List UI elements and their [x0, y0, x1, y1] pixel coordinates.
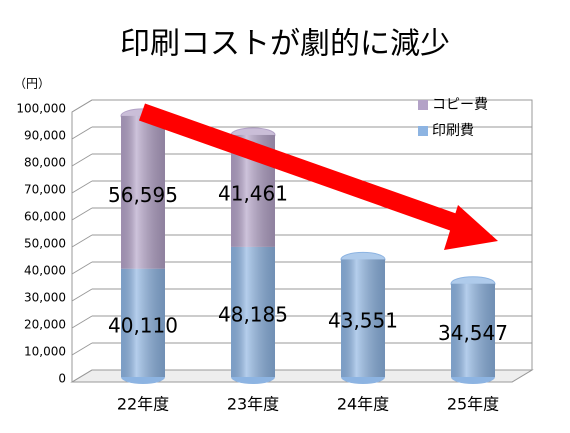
bar-shine [121, 268, 165, 377]
grid-line [71, 288, 93, 302]
x-tick-label: 22年度 [117, 395, 169, 414]
y-tick-label: 90,000 [24, 129, 66, 143]
y-tick-label: 20,000 [24, 318, 66, 332]
bar-shine [121, 115, 165, 269]
arrow-shaft [138, 103, 474, 237]
value-label: 56,595 [108, 183, 178, 207]
grid-line [71, 342, 93, 356]
arrow-head [444, 205, 498, 250]
trend-arrow [138, 103, 498, 250]
y-tick-label: 80,000 [24, 156, 66, 170]
y-tick-label: 0 [58, 372, 66, 386]
y-tick-label: 60,000 [24, 210, 66, 224]
grid-line [71, 153, 93, 167]
y-axis-label: （円） [14, 77, 50, 91]
y-tick-label: 10,000 [24, 345, 66, 359]
bar-shine [231, 246, 275, 377]
grid-line [71, 207, 93, 221]
bar-shine [451, 283, 495, 377]
x-tick-label: 24年度 [337, 395, 389, 414]
value-label: 43,551 [328, 309, 398, 333]
legend-label: コピー費 [432, 97, 488, 113]
legend-label: 印刷費 [432, 123, 474, 139]
x-tick-label: 25年度 [447, 395, 499, 414]
legend-swatch [418, 100, 428, 110]
y-tick-label: 30,000 [24, 291, 66, 305]
grid-line [71, 369, 93, 383]
y-tick-label: 100,000 [16, 102, 66, 116]
grid-line [71, 315, 93, 329]
grid-line [71, 126, 93, 140]
x-tick-label: 23年度 [227, 395, 279, 414]
y-tick-label: 70,000 [24, 183, 66, 197]
y-tick-label: 50,000 [24, 237, 66, 251]
bar-shine [341, 259, 385, 377]
grid-line [71, 180, 93, 194]
value-label: 48,185 [218, 302, 288, 326]
grid-line [71, 99, 93, 113]
value-label: 34,547 [438, 321, 508, 345]
legend-swatch [418, 126, 428, 136]
value-label: 41,461 [218, 181, 288, 205]
chart-title: 印刷コストが劇的に減少 [120, 27, 450, 62]
value-label: 40,110 [108, 313, 178, 337]
grid-line [71, 261, 93, 275]
grid-line [71, 234, 93, 248]
y-tick-label: 40,000 [24, 264, 66, 278]
